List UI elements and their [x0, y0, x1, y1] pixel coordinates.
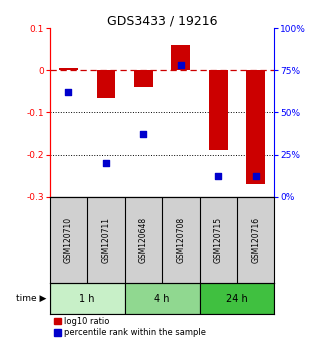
Point — [216, 173, 221, 179]
Text: GSM120708: GSM120708 — [176, 217, 185, 263]
Bar — [247, 70, 265, 184]
Point — [141, 131, 146, 137]
Bar — [97, 70, 115, 98]
Text: GSM120648: GSM120648 — [139, 217, 148, 263]
Point — [103, 160, 108, 166]
Text: 1 h: 1 h — [80, 294, 95, 304]
Bar — [171, 45, 190, 70]
Bar — [200, 283, 274, 314]
Bar — [50, 283, 125, 314]
Text: GSM120716: GSM120716 — [251, 217, 260, 263]
Text: 24 h: 24 h — [226, 294, 248, 304]
Legend: log10 ratio, percentile rank within the sample: log10 ratio, percentile rank within the … — [54, 317, 206, 337]
Text: GSM120710: GSM120710 — [64, 217, 73, 263]
Text: GSM120711: GSM120711 — [101, 217, 110, 263]
Text: GSM120715: GSM120715 — [214, 217, 223, 263]
Bar — [209, 70, 228, 150]
Text: 4 h: 4 h — [154, 294, 170, 304]
Text: time ▶: time ▶ — [16, 294, 47, 303]
Bar — [125, 283, 200, 314]
Bar — [134, 70, 153, 87]
Title: GDS3433 / 19216: GDS3433 / 19216 — [107, 14, 217, 27]
Point — [253, 173, 258, 179]
Point — [178, 63, 183, 68]
Point — [66, 90, 71, 95]
Bar — [59, 68, 78, 70]
